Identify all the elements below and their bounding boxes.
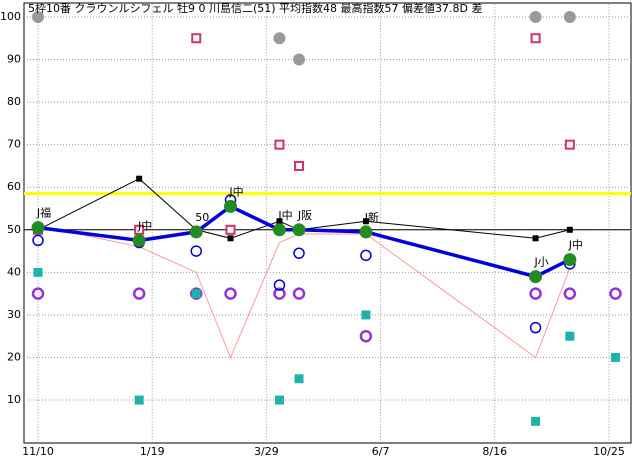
y-tick-label: 50 — [7, 223, 21, 236]
point-label: J中 — [568, 239, 583, 252]
point — [33, 267, 43, 277]
point — [609, 287, 622, 300]
point — [31, 287, 45, 300]
point — [529, 321, 542, 334]
y-tick-label: 10 — [7, 393, 21, 406]
point — [32, 10, 45, 23]
point-label: J中 — [228, 185, 243, 198]
point — [272, 223, 286, 237]
point — [360, 249, 372, 262]
y-tick-label: 60 — [7, 180, 21, 193]
point — [273, 287, 286, 300]
y-tick-label: 70 — [7, 138, 21, 151]
point — [31, 221, 45, 235]
point — [563, 253, 577, 267]
point — [294, 160, 305, 171]
point — [532, 235, 539, 242]
point — [189, 225, 203, 239]
y-tick-label: 100 — [0, 10, 21, 23]
point — [225, 224, 236, 235]
point — [359, 329, 373, 343]
point-label: J阪 — [297, 208, 312, 222]
point — [273, 279, 286, 291]
point — [293, 53, 306, 66]
point — [132, 233, 146, 247]
point — [274, 139, 285, 150]
chart-title: 5枠10番 クラウンルシフェル 牡9 0 川島信二(51) 平均指数48 最高指… — [28, 1, 483, 15]
x-tick-label: 11/10 — [22, 445, 54, 458]
point — [563, 287, 577, 300]
point — [362, 218, 369, 225]
plot-frame — [23, 2, 632, 444]
point — [531, 416, 541, 426]
point — [529, 270, 543, 284]
point — [276, 218, 283, 225]
point — [361, 310, 371, 320]
point-label: 50 — [195, 211, 209, 224]
point — [292, 287, 306, 300]
point — [294, 374, 304, 384]
point — [529, 287, 542, 300]
point — [132, 287, 146, 300]
point — [565, 331, 575, 341]
point-label: J中 — [137, 219, 152, 232]
point — [224, 287, 237, 300]
point — [566, 226, 573, 233]
series-line — [37, 225, 571, 359]
point — [293, 247, 305, 259]
point — [134, 395, 144, 405]
point — [529, 10, 542, 23]
point — [563, 10, 576, 23]
point — [227, 235, 234, 242]
point — [274, 395, 284, 405]
x-tick-label: 6/7 — [372, 445, 390, 458]
y-tick-label: 80 — [7, 95, 21, 108]
y-tick-label: 90 — [7, 53, 21, 66]
point-label: J小 — [533, 256, 548, 269]
x-tick-label: 1/19 — [140, 445, 165, 458]
point — [224, 199, 238, 213]
x-tick-label: 3/29 — [254, 445, 279, 458]
y-tick-label: 40 — [7, 265, 21, 278]
point-label: J中 — [277, 209, 292, 222]
point — [191, 33, 202, 44]
x-tick-label: 8/16 — [482, 445, 507, 458]
y-tick-label: 30 — [7, 308, 21, 321]
point — [273, 32, 286, 45]
point-label: J新 — [364, 210, 379, 224]
x-tick-label: 10/25 — [593, 445, 625, 458]
point — [611, 352, 621, 362]
point — [530, 33, 541, 44]
point — [136, 175, 143, 182]
point — [359, 225, 373, 239]
point — [564, 139, 575, 150]
point — [134, 224, 145, 235]
point — [292, 223, 306, 237]
point — [190, 245, 203, 257]
point — [191, 289, 201, 299]
y-tick-label: 20 — [7, 350, 21, 363]
point — [32, 234, 44, 247]
point-label: J福 — [36, 206, 51, 220]
point — [190, 287, 203, 300]
